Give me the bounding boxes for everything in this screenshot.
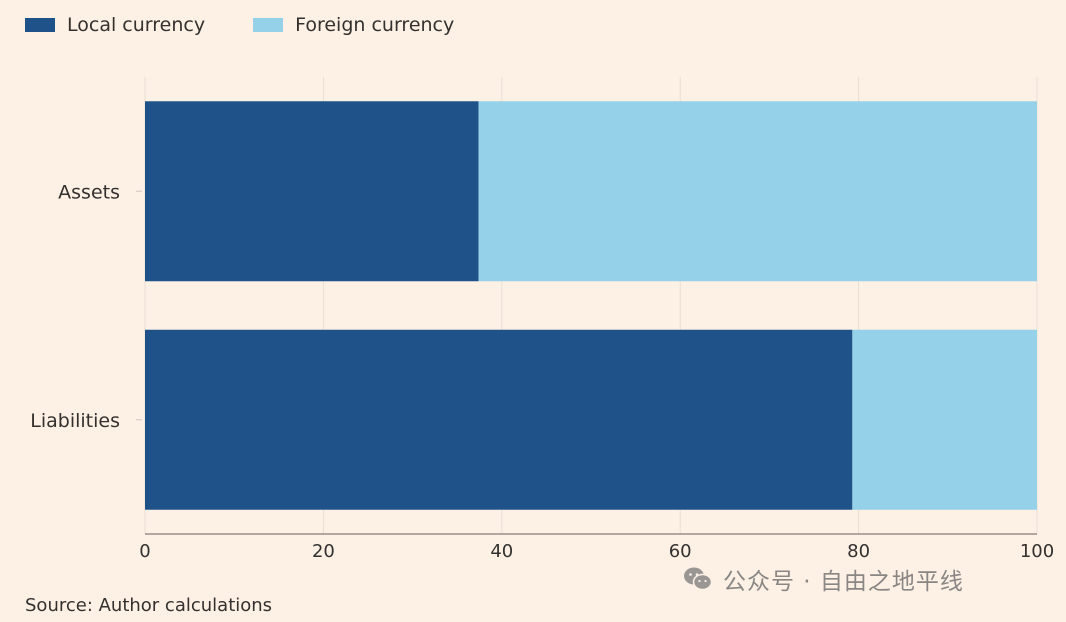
source-note: Source: Author calculations xyxy=(25,595,273,616)
tick-label-x-100: 100 xyxy=(1020,541,1054,562)
chart-legend: Local currency Foreign currency xyxy=(25,14,502,36)
legend-swatch-foreign-currency xyxy=(253,18,284,32)
bar-assets-foreign-currency xyxy=(478,101,1037,282)
tick-label-x-0: 0 xyxy=(139,541,150,562)
bar-liabilities-local-currency xyxy=(145,329,853,510)
tick-label-x-40: 40 xyxy=(490,541,513,562)
category-label-liabilities: Liabilities xyxy=(30,410,120,432)
tick-label-x-20: 20 xyxy=(312,541,335,562)
bar-assets-local-currency xyxy=(145,101,479,282)
legend-item-local-currency: Local currency xyxy=(25,14,205,36)
watermark-text: 公众号 · 自由之地平线 xyxy=(723,569,964,595)
legend-label-local-currency: Local currency xyxy=(67,14,206,36)
category-label-assets: Assets xyxy=(58,181,120,203)
tick-label-x-80: 80 xyxy=(847,541,870,562)
legend-label-foreign-currency: Foreign currency xyxy=(295,14,455,36)
legend-item-foreign-currency: Foreign currency xyxy=(253,14,454,36)
legend-swatch-local-currency xyxy=(25,18,55,32)
bar-liabilities-foreign-currency xyxy=(852,329,1037,510)
watermark: 公众号 · 自由之地平线 xyxy=(683,562,964,596)
tick-label-x-60: 60 xyxy=(669,541,692,562)
wechat-icon xyxy=(684,567,713,591)
